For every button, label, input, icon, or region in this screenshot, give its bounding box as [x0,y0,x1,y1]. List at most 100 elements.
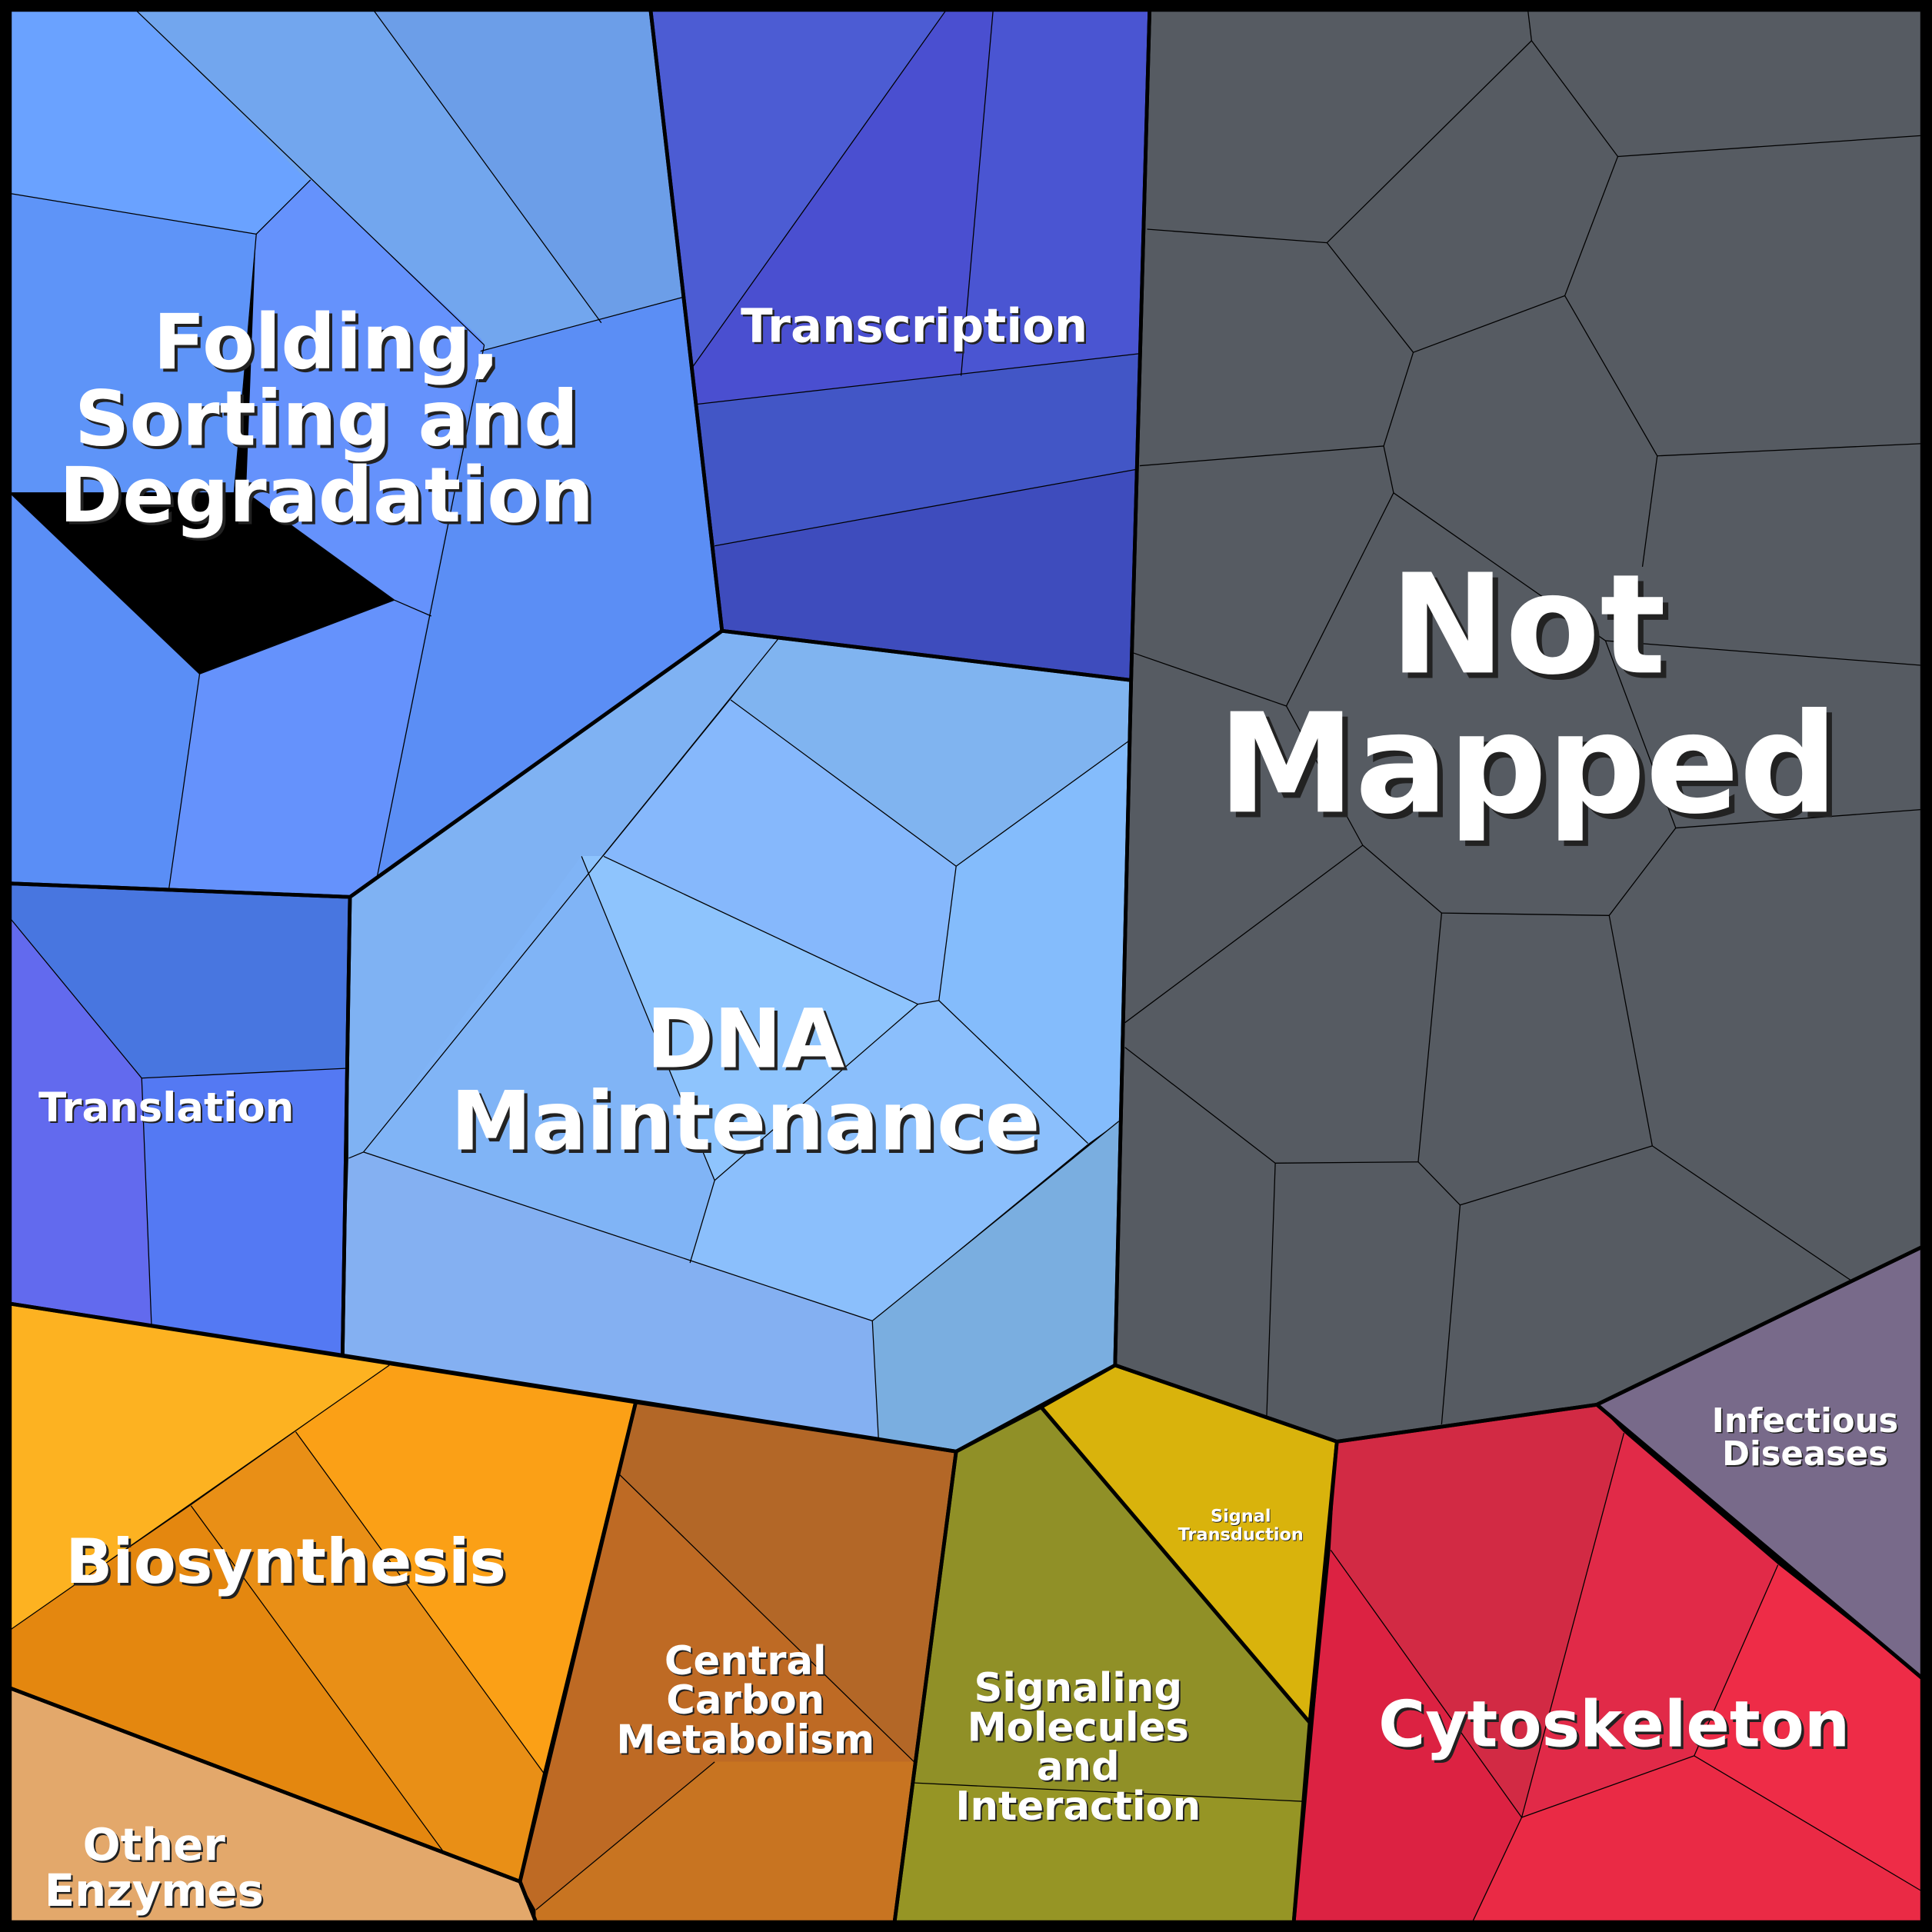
cell-border [1608,915,1653,1147]
region-label-shadow: Sorting and [78,378,581,466]
region-label: Not [1390,545,1666,705]
region-label-shadow: Transcription [743,301,1090,355]
cell-border [715,468,1137,547]
region-label-shadow: Metabolism [618,1718,876,1764]
region-label-shadow: Mapped [1223,690,1844,851]
cell-border [1694,1564,1779,1757]
cell-border [1147,228,1327,244]
cell-border [914,1782,1304,1802]
cell-border [1417,1161,1461,1206]
cell-border [348,1151,364,1159]
cell-border [1124,1047,1276,1164]
region-label: Mapped [1217,684,1838,844]
cell-border [871,1321,879,1440]
cell-border [363,638,779,1153]
cell-border [1604,640,1677,828]
region-label-shadow: Biosynthesis [68,1528,508,1600]
region-label: Enzymes [45,1864,264,1917]
region-label: Metabolism [616,1717,874,1763]
region-label: Carbon [666,1677,824,1724]
cell-border [1441,1204,1461,1425]
cell-border [938,1000,1089,1144]
region-label-shadow: DNA [649,995,848,1090]
cell-border [376,345,485,878]
cell-border [1521,1755,1695,1818]
cell-border [1413,295,1565,353]
cell-border [1393,492,1606,641]
cell-border [480,296,685,352]
region-label: Central [665,1638,827,1684]
cell-border [1657,443,1923,457]
region-label-shadow: Cytoskeleton [1381,1690,1852,1764]
region-label-shadow: Carbon [668,1679,826,1725]
cell-border [9,192,257,235]
region-label: Infectious [1712,1402,1898,1441]
cell-border [1521,1433,1625,1818]
cell-border [1641,455,1658,568]
cell-border [9,492,200,675]
region-label: Cytoskeleton [1378,1687,1850,1762]
cell-border [135,9,485,346]
cell-border [1617,135,1923,158]
cell-border [255,179,311,235]
cell-border [1417,913,1443,1162]
cell-border [246,492,395,601]
cell-border [691,9,947,368]
region-label-shadow: Molecules [969,1706,1191,1752]
region-label-shadow: Enzymes [46,1866,265,1918]
cell-border [689,1180,715,1264]
region-label-shadow: Not [1395,551,1671,711]
cell-border [918,1000,939,1005]
cell-border [955,738,1132,867]
cell-border [1383,351,1414,447]
cell-border [1285,705,1364,846]
region-label: Signal [1211,1507,1271,1527]
cell-border [1330,1549,1523,1818]
cell-border [871,1121,1120,1321]
region-label: Other [83,1819,226,1871]
cell-border [363,1151,873,1321]
region-label-shadow: and [1038,1746,1121,1792]
cell-border [1326,242,1414,353]
region-label-shadow: Translation [40,1086,295,1133]
cell-border [535,1761,715,1910]
region-label: and [1037,1744,1120,1790]
cell-border [9,1364,390,1631]
region-label-shadow: Folding, [156,301,503,390]
cell-border [190,1505,445,1853]
region-label-shadow: Diseases [1724,1437,1890,1475]
cell-border [9,918,142,1079]
region-label: Interaction [955,1784,1201,1830]
region-label: Diseases [1722,1435,1888,1474]
cell-border [1326,40,1532,244]
cell-border [1564,295,1658,457]
cell-border [372,9,602,324]
region-label-shadow: Signaling [976,1667,1184,1713]
cell-border [714,1004,918,1181]
cell-border [1651,1145,1851,1281]
cell-border [1471,1817,1523,1923]
cell-border [142,1068,348,1079]
cell-border [1675,808,1923,829]
cell-border [960,9,994,376]
cell-border [199,599,395,675]
region-label: Molecules [968,1704,1189,1750]
region-label-shadow: Maintenance [454,1078,1044,1172]
cell-border [581,856,715,1181]
region-label-shadow: Interaction [957,1785,1202,1831]
region-label-shadow: Degradation [62,455,597,543]
cell-border [1124,844,1364,1024]
region-label: Degradation [59,451,594,540]
region-label: Sorting and [75,375,578,463]
region-label: Signaling [974,1665,1183,1711]
cell-border [233,234,257,493]
cell-border [619,1474,915,1763]
cell-border [697,353,1140,405]
cell-border [1694,1755,1923,1892]
region-label-shadow: Central [666,1640,828,1686]
cell-border [938,866,957,1001]
cell-border [1564,156,1619,296]
cell-border [1605,640,1923,666]
